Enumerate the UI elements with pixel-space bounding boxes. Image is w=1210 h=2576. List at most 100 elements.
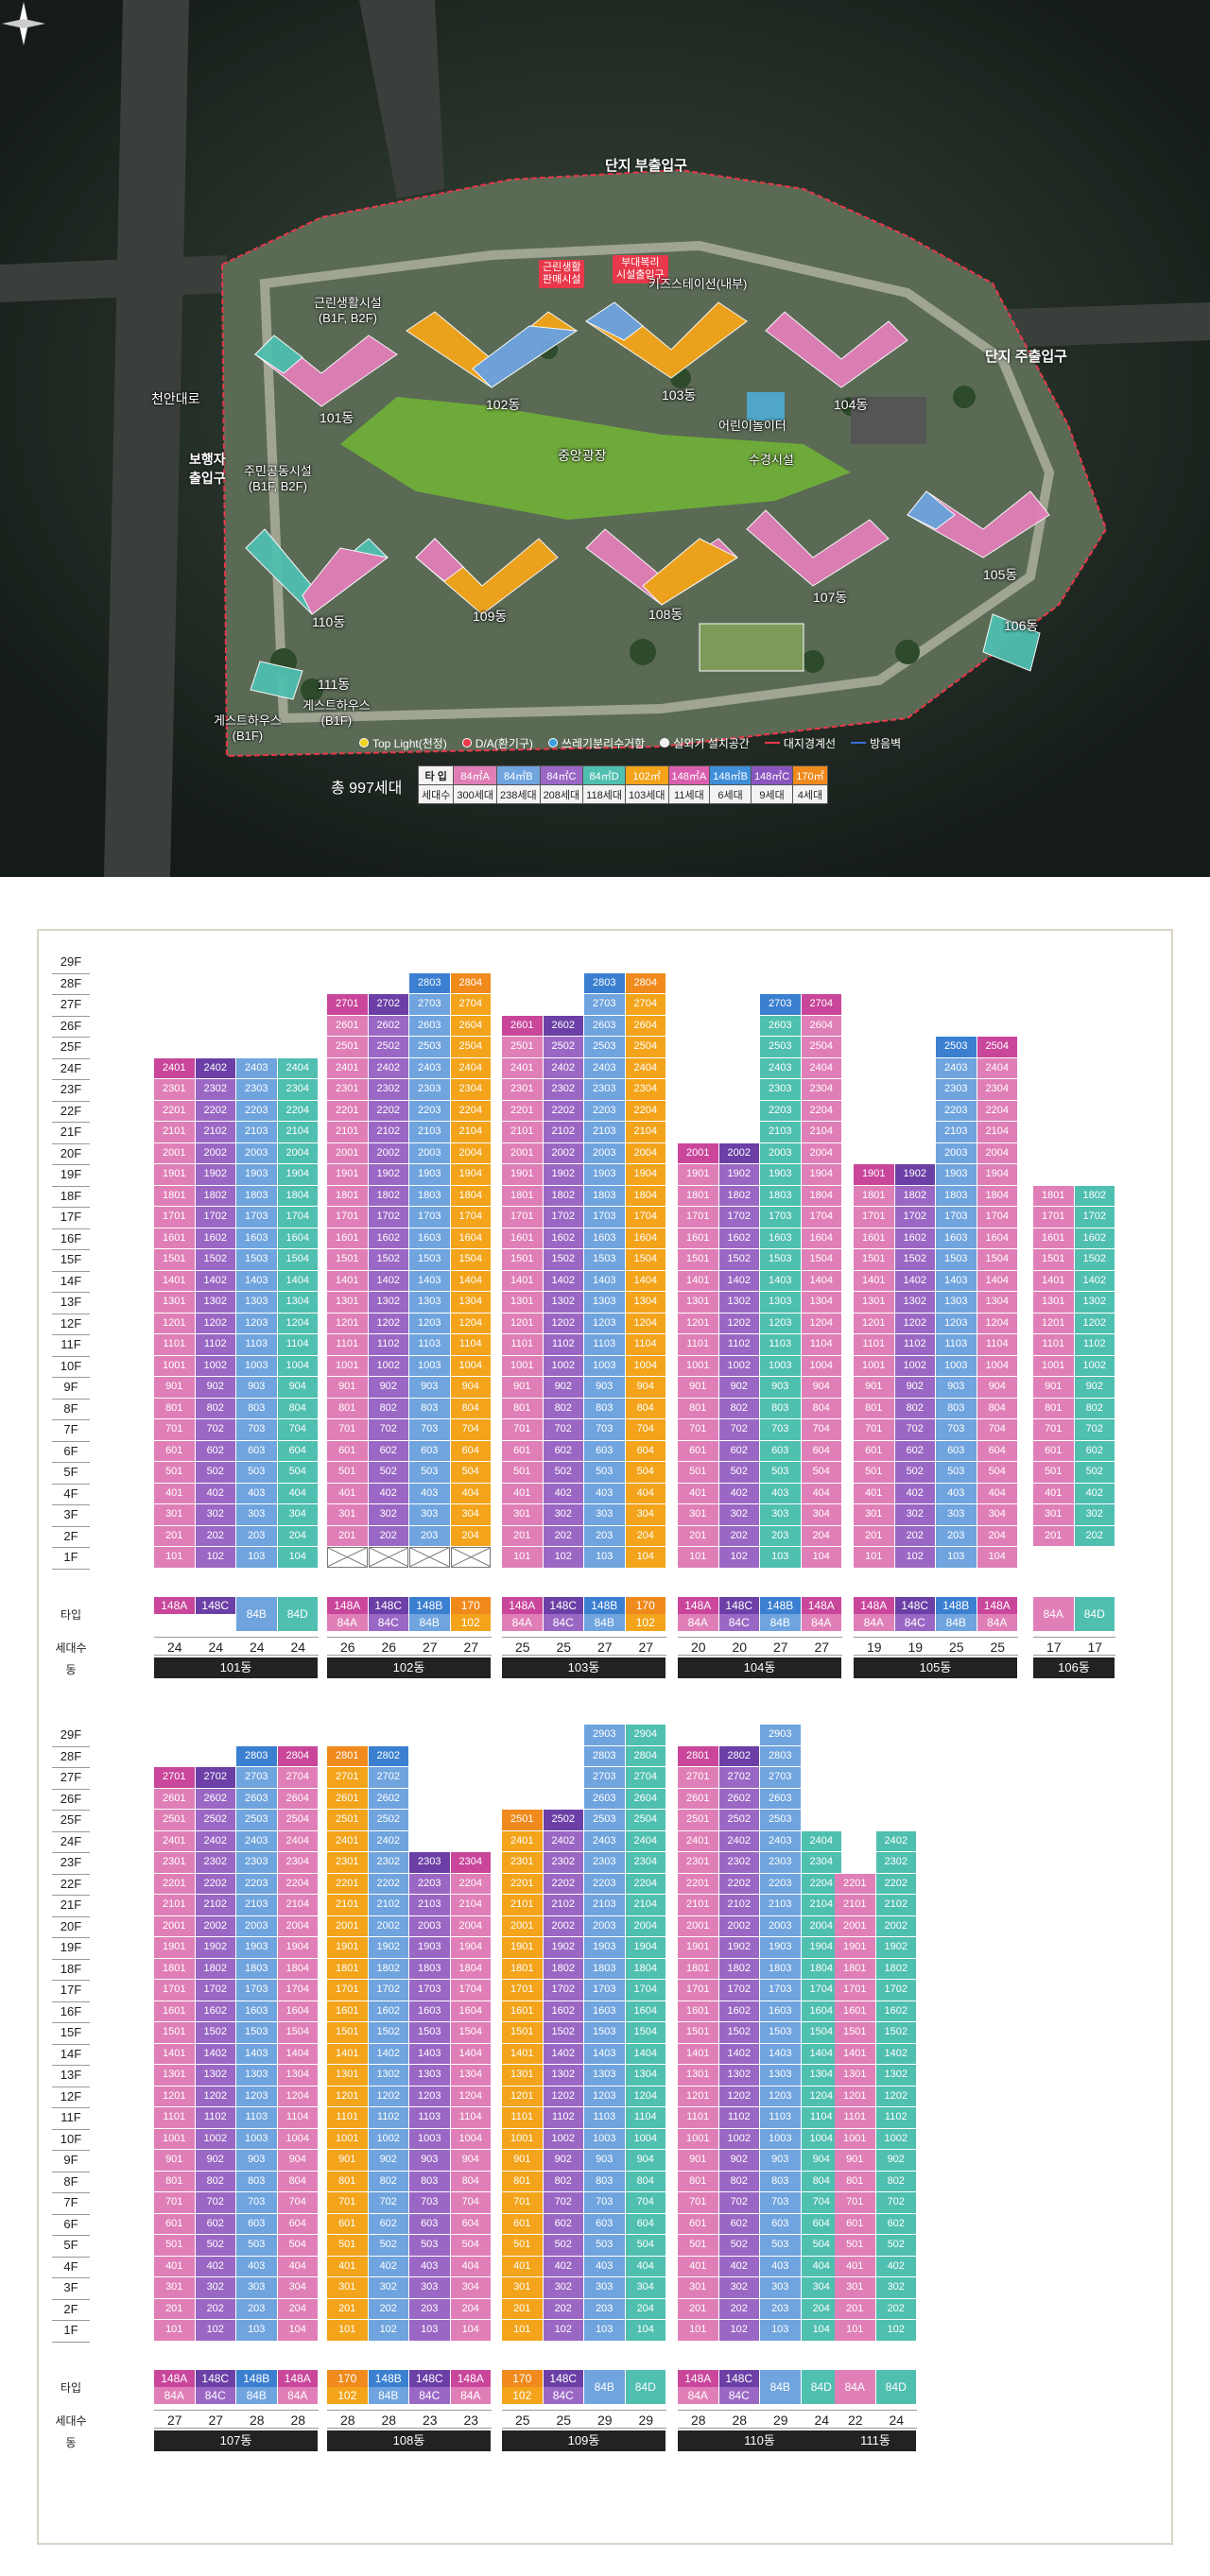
type-box-top: 148C: [718, 1596, 759, 1614]
unit-cell: 2203: [584, 1873, 625, 1894]
type-cell: 84㎡D: [582, 765, 626, 785]
type-box-bottom: 84C: [894, 1613, 935, 1631]
unit-cell: 302: [543, 2277, 583, 2298]
floor-label: 14F: [60, 2046, 82, 2061]
unit-cell: 2604: [801, 1015, 841, 1036]
unit-cell: 1402: [718, 1270, 759, 1291]
unit-cell: 1503: [584, 1249, 625, 1270]
unit-cell: 502: [195, 2235, 235, 2256]
unit-cell: 2704: [625, 994, 666, 1015]
unit-cell: 2002: [543, 1142, 583, 1163]
unit-cell: 202: [195, 1525, 235, 1546]
unit-cell: 1504: [801, 2022, 841, 2043]
unit-cell: 1101: [854, 1334, 894, 1355]
unit-cell: 1002: [1074, 1355, 1115, 1376]
unit-cell: 504: [977, 1462, 1017, 1483]
unit-cell: 2703: [760, 1767, 801, 1788]
unit-cell: 304: [450, 1504, 491, 1525]
unit-cell: 703: [409, 1419, 450, 1440]
unit-cell: 803: [760, 2171, 801, 2191]
floor-divider: [52, 1873, 90, 1875]
type-box: 148B 84B: [584, 1596, 625, 1631]
floor-label: 9F: [63, 1380, 78, 1394]
type-box-bottom: 84C: [718, 1613, 759, 1631]
unit-cell: 603: [936, 1440, 977, 1461]
unit-cell: 1804: [801, 1185, 841, 1206]
unit-cell: 2602: [368, 1015, 408, 1036]
type-box: 84D: [277, 1596, 318, 1631]
unit-cell: 2603: [584, 1015, 625, 1036]
unit-cell: 1404: [801, 2043, 841, 2064]
unit-cell: 203: [760, 1525, 801, 1546]
unit-cell: 202: [368, 2298, 408, 2319]
unit-cell: 603: [236, 1440, 277, 1461]
unit-cell: 504: [625, 1462, 666, 1483]
unit-cell: 2401: [678, 1830, 718, 1851]
unit-cell: 2101: [502, 1895, 543, 1915]
unit-cell: 604: [277, 2213, 318, 2234]
unit-cell: 1901: [678, 1937, 718, 1958]
unit-cell: 404: [277, 2256, 318, 2276]
north-compass-icon: [2, 2, 45, 45]
unit-cell: 1102: [875, 2107, 916, 2128]
unit-cell: 1603: [236, 1228, 277, 1248]
unit-cell: 904: [277, 2150, 318, 2171]
floor-label: 23F: [60, 1855, 82, 1869]
unit-cell: 104: [801, 2320, 841, 2341]
type-box-bottom: 84C: [718, 2386, 759, 2404]
floor-divider: [52, 1377, 90, 1378]
unit-cell: 2501: [154, 1810, 195, 1830]
unit-cell: 1804: [450, 1958, 491, 1979]
unit-cell: 1602: [195, 2001, 235, 2021]
unit-cell: 1802: [195, 1185, 235, 1206]
unit-cell: 2102: [368, 1895, 408, 1915]
unit-cell: 1103: [584, 1334, 625, 1355]
unit-cell: 1304: [801, 1292, 841, 1313]
unit-cell: 1301: [502, 2065, 543, 2086]
unit-cell: 1303: [409, 1292, 450, 1313]
floor-divider: [52, 1440, 90, 1442]
unit-count: 27: [154, 2409, 196, 2429]
unit-cell: 104: [625, 1547, 666, 1568]
unit-cell: 1703: [409, 1980, 450, 2001]
unit-cell: 2401: [502, 1830, 543, 1851]
unit-cell: 601: [327, 2213, 368, 2234]
unit-cell: 1601: [327, 2001, 368, 2021]
unit-cell: 1104: [450, 2107, 491, 2128]
unit-cell: 704: [450, 1419, 491, 1440]
unit-cell: 2702: [195, 1767, 235, 1788]
count-row-label: 세대수: [55, 2413, 87, 2428]
unit-cell: 102: [543, 1547, 583, 1568]
unit-cell: 2003: [236, 1915, 277, 1936]
unit-cell: 202: [195, 2298, 235, 2319]
type-box-bottom: 102: [327, 2386, 368, 2404]
type-box: 84B: [584, 2369, 625, 2404]
unit-cell: 1502: [195, 1249, 235, 1270]
unit-cell: 1701: [327, 1207, 368, 1228]
type-box-top: 148A: [502, 1596, 543, 1614]
unit-cell: 1902: [368, 1164, 408, 1185]
unit-cell: 2002: [718, 1142, 759, 1163]
legend-label: Top Light(천정): [372, 736, 447, 750]
unit-cell: 103: [760, 2320, 801, 2341]
floor-divider: [52, 1292, 90, 1293]
type-box: 148C 84C: [543, 2369, 583, 2404]
unit-cell: 2001: [678, 1142, 718, 1163]
count-row-label: 세대수: [55, 1640, 87, 1655]
type-box: 148C 84C: [894, 1596, 935, 1631]
unit-cell: 602: [875, 2213, 916, 2234]
unit-cell: 2103: [236, 1895, 277, 1915]
floor-label: 10F: [60, 1358, 82, 1373]
unit-cell: 903: [584, 2150, 625, 2171]
unit-cell: 1703: [584, 1980, 625, 2001]
unit-cell: 803: [409, 1398, 450, 1418]
unit-cell: 2503: [409, 1037, 450, 1057]
unit-cell: 403: [760, 1483, 801, 1503]
unit-cell: 201: [1033, 1525, 1074, 1546]
unit-cell: 2803: [236, 1745, 277, 1766]
type-box-bottom: 84A: [277, 2386, 318, 2404]
unit-cell: 502: [368, 1462, 408, 1483]
unit-cell: 2003: [236, 1142, 277, 1163]
unit-cell: 504: [277, 2235, 318, 2256]
unit-cell: 402: [1074, 1483, 1115, 1503]
